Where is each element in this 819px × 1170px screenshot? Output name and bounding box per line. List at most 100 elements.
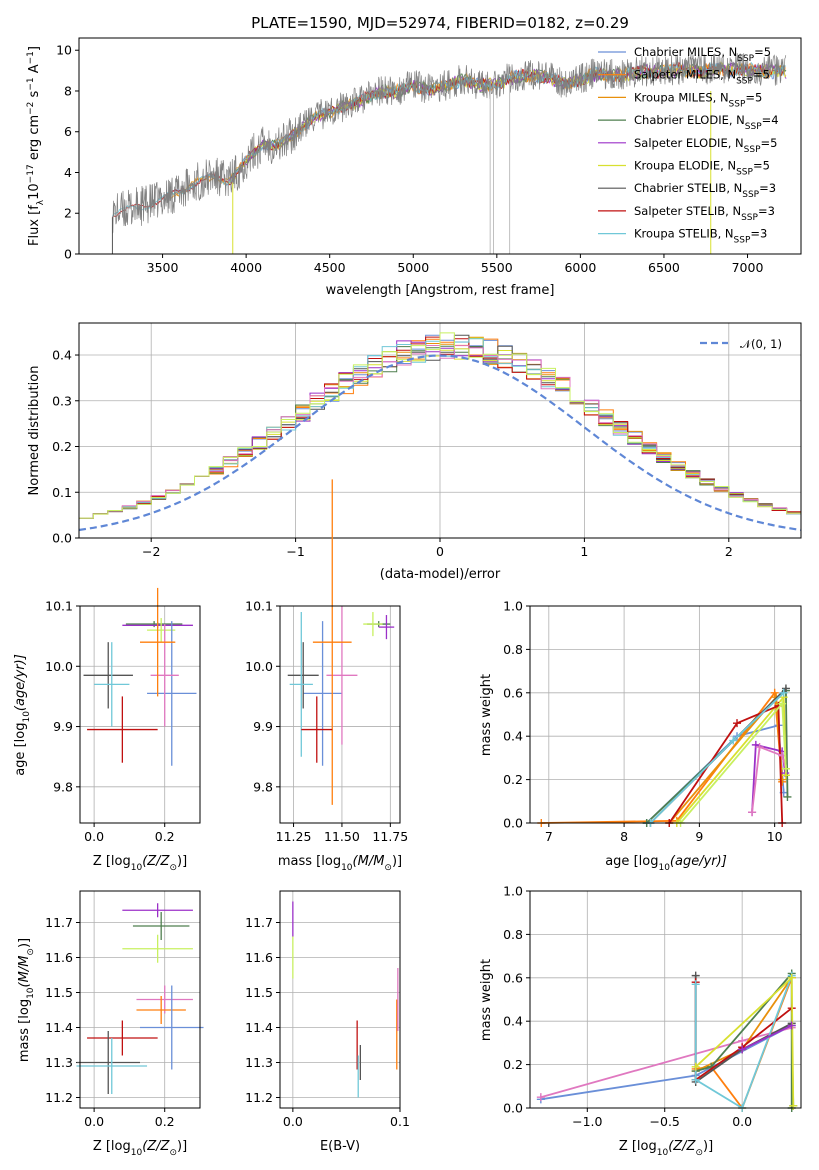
massweight-vs-age-ytick-label: 0.6 (503, 685, 523, 700)
age-vs-Z-xlabel-part: Z [log (93, 854, 131, 869)
age-vs-Z-ylabel-part: (age/yr)] (13, 654, 28, 711)
massweight-vs-Z-marker (738, 1045, 747, 1054)
massweight-vs-Z-ylabel: mass weight (479, 959, 494, 1041)
residuals-ylabel: Normed distribution (27, 366, 42, 496)
mass-vs-EBV-ytick-label: 11.2 (245, 1090, 273, 1105)
spectrum-xtick-label: 4500 (314, 260, 346, 275)
spectrum-ylabel-part: s (27, 90, 42, 101)
mass-vs-EBV-xtick-label: 0.1 (390, 1114, 410, 1129)
age-vs-mass-errorbar (303, 621, 342, 766)
age-vs-Z-errorbar (125, 621, 183, 628)
spectrum-ylabel-part: −1 (26, 51, 36, 64)
spectrum-legend-label-part: Salpeter ELODIE, N (634, 136, 744, 150)
age-vs-Z-ytick-label: 9.8 (53, 779, 73, 794)
age-vs-Z-xtick-label: 0.0 (84, 829, 104, 844)
massweight-vs-Z-xtick-label: 0.0 (732, 1114, 752, 1129)
spectrum-legend-label-part: Chabrier ELODIE, N (634, 113, 745, 127)
age-vs-mass-ytick-label: 9.8 (253, 779, 273, 794)
massweight-vs-age-xlabel-part: age [log (605, 854, 658, 869)
mass-vs-Z-ytick-label: 11.3 (45, 1055, 73, 1070)
age-vs-Z-xlabel-part: )] (177, 854, 187, 869)
spectrum-xtick-label: 5500 (481, 260, 513, 275)
age-vs-Z-frame (79, 605, 201, 824)
mass-vs-EBV-frame (279, 890, 401, 1109)
mass-vs-Z-ytick-label: 11.2 (45, 1090, 73, 1105)
age-vs-Z-xlabel-part: 10 (131, 863, 143, 873)
spectrum-xtick-label: 4000 (230, 260, 262, 275)
spectrum-frame (78, 37, 802, 255)
spectrum-legend-label-part: SSP (745, 122, 762, 132)
massweight-vs-age-ytick-label: 0.0 (503, 816, 523, 831)
massweight-vs-age-xtick-label: 7 (545, 829, 553, 844)
residuals-legend-label: 𝒩(0, 1) (740, 337, 782, 351)
massweight-vs-Z-xlabel-part: )] (703, 1139, 713, 1154)
massweight-vs-age-ylabel: mass weight (479, 674, 494, 756)
age-vs-mass-ytick-label: 9.9 (253, 719, 273, 734)
massweight-vs-age-ytick-label: 1.0 (503, 599, 523, 614)
spectrum-legend-label: Kroupa STELIB, NSSP=3 (634, 227, 767, 246)
spectrum-legend-label-part: SSP (744, 145, 761, 155)
massweight-vs-age-marker (781, 764, 790, 773)
figure-title: PLATE=1590, MJD=52974, FIBERID=0182, z=0… (251, 14, 629, 32)
massweight-vs-age-frame (529, 605, 802, 824)
age-vs-Z-errorbar (140, 587, 176, 697)
spectrum-ytick-label: 4 (64, 165, 72, 180)
age-vs-mass-xlabel-part: )] (392, 854, 402, 869)
age-vs-Z-xtick-label: 0.2 (155, 829, 175, 844)
age-vs-mass-errorbar (378, 615, 395, 640)
massweight-vs-Z-xlabel: Z [log10(Z/Z⊙)] (619, 1139, 713, 1158)
mass-vs-Z-errorbar (76, 1038, 148, 1094)
age-vs-mass-frame (279, 605, 401, 824)
massweight-vs-age-ytick-label: 0.8 (503, 642, 523, 657)
age-vs-Z-errorbar (87, 696, 158, 763)
residuals-ytick-label: 0.1 (52, 485, 72, 500)
spectrum-legend-label-part: =3 (758, 204, 775, 218)
mass-vs-Z-ytick-label: 11.4 (45, 1020, 73, 1035)
mass-vs-Z-ylabel: mass [log10(M/M⊙)] (17, 938, 36, 1062)
massweight-vs-Z-ytick-label: 0.0 (503, 1101, 523, 1116)
spectrum-legend-label: Salpeter ELODIE, NSSP=5 (634, 136, 777, 155)
residuals-ytick-label: 0.4 (52, 348, 72, 363)
age-vs-Z-errorbar (83, 642, 133, 709)
mass-vs-Z-errorbar (140, 985, 204, 1070)
massweight-vs-Z-marker (691, 1075, 700, 1084)
spectrum-legend-label-part: SSP (736, 77, 753, 87)
massweight-vs-Z-marker (787, 973, 796, 982)
residuals-normal-curve (78, 354, 802, 532)
spectrum-xtick-label: 6000 (564, 260, 596, 275)
residuals-ytick-label: 0.0 (52, 531, 72, 546)
residuals-ytick-label: 0.2 (52, 439, 72, 454)
mass-vs-Z-errorbar (136, 996, 186, 1024)
massweight-vs-Z-xtick-label: −0.5 (650, 1114, 680, 1129)
massweight-vs-age-series-line (679, 701, 787, 824)
age-vs-Z-ylabel-part: 10 (22, 711, 32, 723)
spectrum-ytick-label: 10 (56, 43, 72, 58)
spectrum-legend-label-part: =5 (753, 159, 770, 173)
age-vs-Z-ytick-label: 10.0 (45, 659, 73, 674)
massweight-vs-age-marker (770, 688, 779, 697)
massweight-vs-Z-marker (691, 1062, 700, 1071)
residuals-xtick-label: −2 (142, 544, 160, 559)
spectrum-ylabel-part: erg cm (27, 115, 42, 164)
spectrum-legend-label-part: Chabrier MILES, N (634, 45, 737, 59)
spectrum-legend-label-part: Kroupa MILES, N (634, 90, 729, 104)
spectrum-ylabel-part: −17 (26, 164, 36, 183)
massweight-vs-age-xtick-label: 9 (695, 829, 703, 844)
age-vs-mass-xlabel-part: 10 (341, 863, 353, 873)
spectrum-legend-label: Salpeter STELIB, NSSP=3 (634, 204, 775, 223)
spectrum-legend-label-part: Salpeter STELIB, N (634, 204, 741, 218)
spectrum-ylabel-part: A (27, 64, 42, 77)
massweight-vs-age-series-line (541, 690, 784, 824)
spectrum-legend-label-part: SSP (742, 190, 759, 200)
spectrum-legend-label-part: Kroupa STELIB, N (634, 227, 734, 241)
residuals-xtick-label: 2 (725, 544, 733, 559)
spectrum-legend-label-part: =3 (750, 227, 767, 241)
spectrum-ytick-label: 0 (64, 247, 72, 262)
massweight-vs-Z-xlabel-part: ⊙ (695, 1148, 703, 1158)
spectrum-ytick-label: 8 (64, 83, 72, 98)
mass-vs-Z-ylabel-part: (M/M (17, 956, 32, 988)
spectrum-legend-label: Salpeter MILES, NSSP=5 (634, 68, 770, 87)
massweight-vs-Z-ytick-label: 1.0 (503, 884, 523, 899)
massweight-vs-age-series-line (676, 694, 787, 824)
